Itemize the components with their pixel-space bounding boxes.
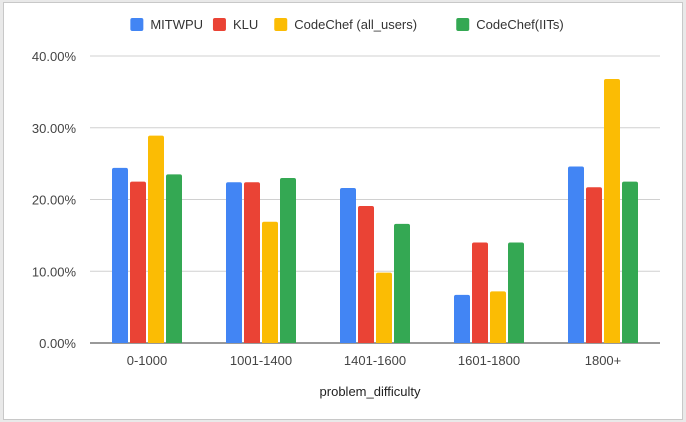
bar-mitwpu-1401-1600 [340,188,356,343]
bar-codechef-all-users-1401-1600 [376,272,392,343]
legend-label-codechef-all-users: CodeChef (all_users) [294,17,417,32]
bar-klu-0-1000 [130,181,146,343]
x-axis-ticks: 0-1000 1001-1400 1401-1600 1601-1800 1800+ [127,353,622,368]
bar-mitwpu-0-1000 [112,167,128,343]
bar-chart: 0.00% 10.00% 20.00% 30.00% 40.00% 0-1000 1001… [32,17,660,399]
bar-mitwpu-1601-1800 [454,294,470,343]
legend-swatch-mitwpu [130,18,144,31]
y-tick-label: 0.00% [39,336,76,351]
bar-codechef-all-users-1001-1400 [262,221,278,343]
legend: MITWPU KLU CodeChef (all_users) CodeChef(II… [130,17,564,32]
bar-klu-1601-1800 [472,242,488,343]
bar-codechef-iits-0-1000 [166,174,182,343]
bar-codechef-iits-1601-1800 [508,242,524,343]
y-tick-label: 30.00% [32,121,77,136]
gridlines [90,55,660,344]
legend-label-mitwpu: MITWPU [150,17,203,32]
x-tick-label: 1001-1400 [230,353,292,368]
y-tick-label: 10.00% [32,264,77,279]
y-tick-label: 20.00% [32,193,77,208]
bar-codechef-all-users-0-1000 [148,135,164,343]
legend-swatch-klu [212,18,226,31]
bar-codechef-iits-1401-1600 [394,223,410,343]
bar-codechef-all-users-1601-1800 [490,291,506,343]
x-tick-label: 1401-1600 [344,353,406,368]
x-tick-label: 0-1000 [127,353,167,368]
bar-klu-1001-1400 [244,182,260,343]
bar-codechef-all-users-1800plus [604,78,620,344]
x-tick-label: 1800+ [585,353,622,368]
bar-mitwpu-1800plus [568,166,584,343]
legend-label-codechef-iits: CodeChef(IITs) [476,17,563,32]
bars [112,78,638,344]
bar-mitwpu-1001-1400 [226,182,242,343]
y-axis-ticks: 0.00% 10.00% 20.00% 30.00% 40.00% [32,49,77,351]
legend-label-klu: KLU [233,17,258,32]
bar-codechef-iits-1001-1400 [280,177,296,343]
legend-swatch-codechef-all-users [274,18,288,31]
legend-swatch-codechef-iits [456,18,470,31]
bar-klu-1800plus [586,187,602,343]
x-tick-label: 1601-1800 [458,353,520,368]
bar-codechef-iits-1800plus [622,181,638,343]
x-axis-title: problem_difficulty [320,384,421,399]
bar-klu-1401-1600 [358,205,374,343]
chart-frame: 0.00% 10.00% 20.00% 30.00% 40.00% 0-1000 1001… [3,2,683,420]
y-tick-label: 40.00% [32,49,77,64]
